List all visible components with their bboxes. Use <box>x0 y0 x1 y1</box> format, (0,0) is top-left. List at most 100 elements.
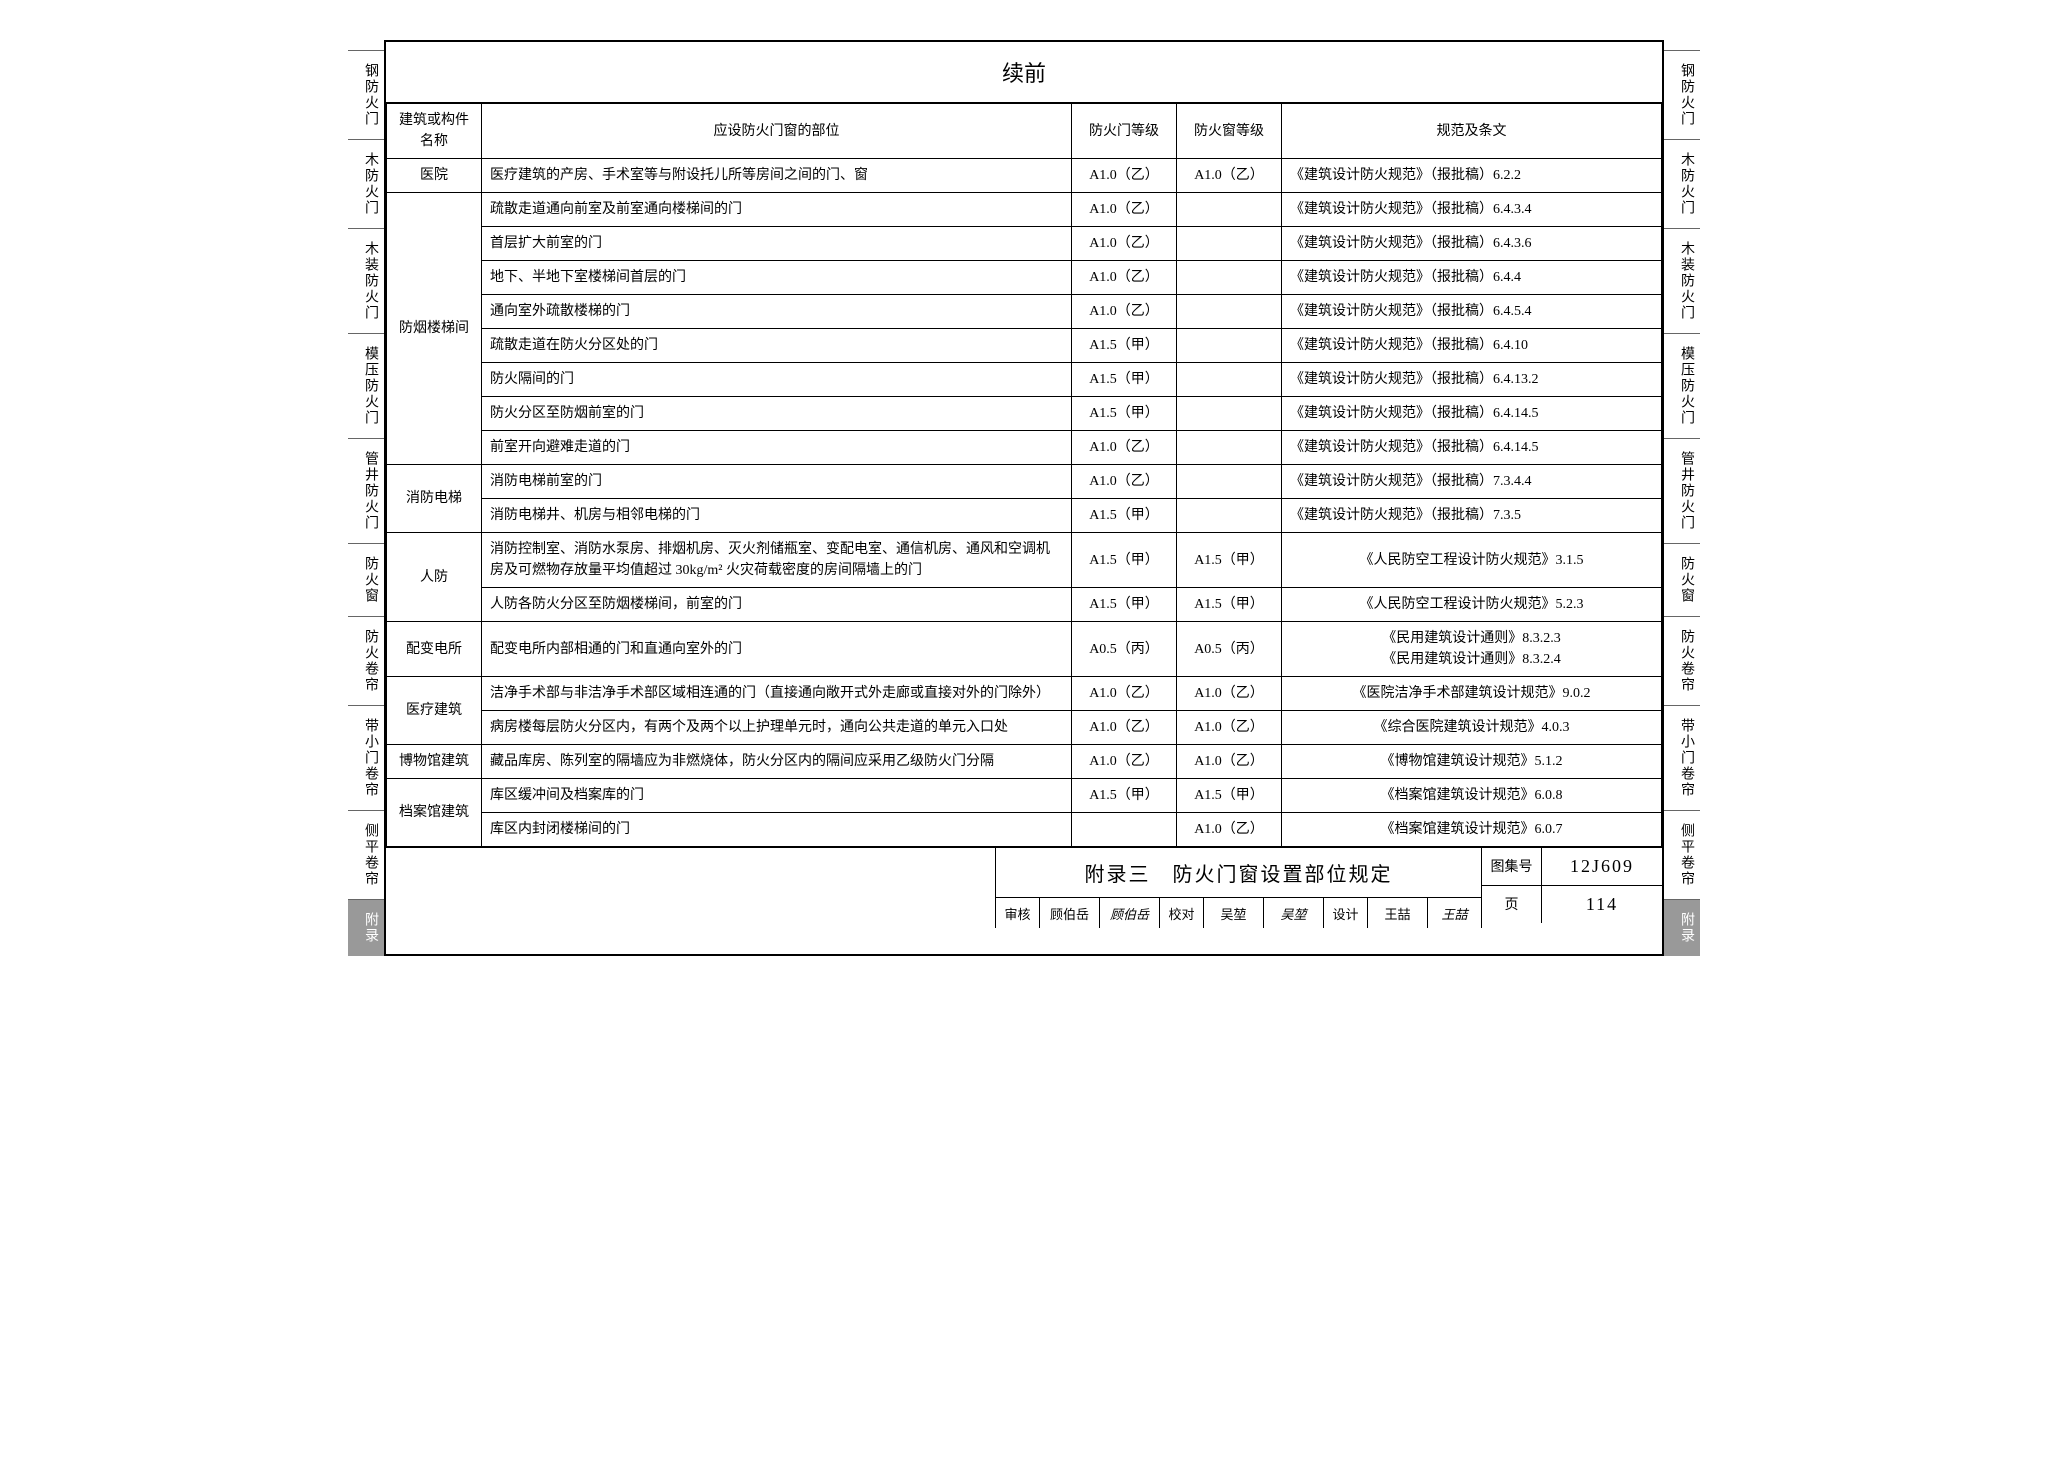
location-cell: 病房楼每层防火分区内，有两个及两个以上护理单元时，通向公共走道的单元入口处 <box>482 711 1072 745</box>
location-cell: 疏散走道通向前室及前室通向楼梯间的门 <box>482 193 1072 227</box>
location-cell: 疏散走道在防火分区处的门 <box>482 329 1072 363</box>
window-grade-cell: A1.0（乙） <box>1177 159 1282 193</box>
page-label: 页 <box>1482 886 1542 923</box>
door-grade-cell: A1.0（乙） <box>1072 159 1177 193</box>
side-tab-6[interactable]: 防火卷帘 <box>348 616 384 705</box>
reference-cell: 《综合医院建筑设计规范》4.0.3 <box>1282 711 1662 745</box>
header-col3: 防火门等级 <box>1072 104 1177 159</box>
door-grade-cell: A1.5（甲） <box>1072 397 1177 431</box>
sig-校对: 吴堃 <box>1264 898 1324 928</box>
category-cell: 配变电所 <box>387 622 482 677</box>
window-grade-cell: A1.5（甲） <box>1177 779 1282 813</box>
table-row: 医院医疗建筑的产房、手术室等与附设托儿所等房间之间的门、窗A1.0（乙）A1.0… <box>387 159 1662 193</box>
door-grade-cell: A1.0（乙） <box>1072 227 1177 261</box>
window-grade-cell: A1.0（乙） <box>1177 745 1282 779</box>
side-tab-2[interactable]: 木装防火门 <box>1664 228 1700 333</box>
door-grade-cell: A0.5（丙） <box>1072 622 1177 677</box>
table-row: 地下、半地下室楼梯间首层的门A1.0（乙）《建筑设计防火规范》（报批稿）6.4.… <box>387 261 1662 295</box>
side-tab-7[interactable]: 带小门卷帘 <box>348 705 384 810</box>
door-grade-cell: A1.5（甲） <box>1072 588 1177 622</box>
side-tab-3[interactable]: 模压防火门 <box>348 333 384 438</box>
table-row: 人防各防火分区至防烟楼梯间，前室的门A1.5（甲）A1.5（甲）《人民防空工程设… <box>387 588 1662 622</box>
door-grade-cell: A1.0（乙） <box>1072 465 1177 499</box>
location-cell: 医疗建筑的产房、手术室等与附设托儿所等房间之间的门、窗 <box>482 159 1072 193</box>
reference-cell: 《建筑设计防火规范》（报批稿）6.4.14.5 <box>1282 397 1662 431</box>
main-frame: 续前 建筑或构件名称 应设防火门窗的部位 防火门等级 防火窗等级 规范及条文 医… <box>384 40 1664 956</box>
reference-cell: 《建筑设计防火规范》（报批稿）6.4.3.6 <box>1282 227 1662 261</box>
side-tab-7[interactable]: 带小门卷帘 <box>1664 705 1700 810</box>
header-col1: 建筑或构件名称 <box>387 104 482 159</box>
reference-cell: 《博物馆建筑设计规范》5.1.2 <box>1282 745 1662 779</box>
side-tab-8[interactable]: 侧平卷帘 <box>348 810 384 899</box>
table-row: 防烟楼梯间疏散走道通向前室及前室通向楼梯间的门A1.0（乙）《建筑设计防火规范》… <box>387 193 1662 227</box>
side-tab-4[interactable]: 管井防火门 <box>1664 438 1700 543</box>
reference-cell: 《建筑设计防火规范》（报批稿）6.4.14.5 <box>1282 431 1662 465</box>
table-row: 配变电所配变电所内部相通的门和直通向室外的门A0.5（丙）A0.5（丙）《民用建… <box>387 622 1662 677</box>
side-tab-0[interactable]: 钢防火门 <box>348 50 384 139</box>
side-tab-6[interactable]: 防火卷帘 <box>1664 616 1700 705</box>
reference-cell: 《建筑设计防火规范》（报批稿）6.4.10 <box>1282 329 1662 363</box>
reference-cell: 《档案馆建筑设计规范》6.0.7 <box>1282 813 1662 847</box>
side-tab-8[interactable]: 侧平卷帘 <box>1664 810 1700 899</box>
location-cell: 防火分区至防烟前室的门 <box>482 397 1072 431</box>
table-row: 医疗建筑洁净手术部与非洁净手术部区域相连通的门（直接通向敞开式外走廊或直接对外的… <box>387 677 1662 711</box>
table-row: 库区内封闭楼梯间的门A1.0（乙）《档案馆建筑设计规范》6.0.7 <box>387 813 1662 847</box>
side-tab-9[interactable]: 附录 <box>348 899 384 956</box>
side-tab-5[interactable]: 防火窗 <box>1664 543 1700 616</box>
window-grade-cell: A1.5（甲） <box>1177 533 1282 588</box>
side-tab-0[interactable]: 钢防火门 <box>1664 50 1700 139</box>
door-grade-cell <box>1072 813 1177 847</box>
side-tab-3[interactable]: 模压防火门 <box>1664 333 1700 438</box>
code-value: 12J609 <box>1542 848 1662 885</box>
window-grade-cell <box>1177 295 1282 329</box>
footer-left-blank <box>386 848 996 928</box>
page-title: 续前 <box>386 42 1662 103</box>
category-cell: 医疗建筑 <box>387 677 482 745</box>
window-grade-cell <box>1177 431 1282 465</box>
location-cell: 前室开向避难走道的门 <box>482 431 1072 465</box>
location-cell: 地下、半地下室楼梯间首层的门 <box>482 261 1072 295</box>
table-row: 通向室外疏散楼梯的门A1.0（乙）《建筑设计防火规范》（报批稿）6.4.5.4 <box>387 295 1662 329</box>
reference-cell: 《建筑设计防火规范》（报批稿）6.4.5.4 <box>1282 295 1662 329</box>
table-row: 首层扩大前室的门A1.0（乙）《建筑设计防火规范》（报批稿）6.4.3.6 <box>387 227 1662 261</box>
door-grade-cell: A1.0（乙） <box>1072 431 1177 465</box>
category-cell: 档案馆建筑 <box>387 779 482 847</box>
reference-cell: 《建筑设计防火规范》（报批稿）6.4.3.4 <box>1282 193 1662 227</box>
right-side-tabs: 钢防火门木防火门木装防火门模压防火门管井防火门防火窗防火卷帘带小门卷帘侧平卷帘附… <box>1664 50 1700 956</box>
door-grade-cell: A1.5（甲） <box>1072 533 1177 588</box>
reference-cell: 《建筑设计防火规范》（报批稿）6.4.13.2 <box>1282 363 1662 397</box>
side-tab-1[interactable]: 木防火门 <box>1664 139 1700 228</box>
table-row: 档案馆建筑库区缓冲间及档案库的门A1.5（甲）A1.5（甲）《档案馆建筑设计规范… <box>387 779 1662 813</box>
side-tab-1[interactable]: 木防火门 <box>348 139 384 228</box>
door-grade-cell: A1.0（乙） <box>1072 745 1177 779</box>
page-wrap: 钢防火门木防火门木装防火门模压防火门管井防火门防火窗防火卷帘带小门卷帘侧平卷帘附… <box>348 40 1700 956</box>
reference-cell: 《民用建筑设计通则》8.3.2.3《民用建筑设计通则》8.3.2.4 <box>1282 622 1662 677</box>
location-cell: 消防控制室、消防水泵房、排烟机房、灭火剂储瓶室、变配电室、通信机房、通风和空调机… <box>482 533 1072 588</box>
door-grade-cell: A1.0（乙） <box>1072 193 1177 227</box>
door-grade-cell: A1.0（乙） <box>1072 711 1177 745</box>
main-table: 建筑或构件名称 应设防火门窗的部位 防火门等级 防火窗等级 规范及条文 医院医疗… <box>386 103 1662 847</box>
table-header-row: 建筑或构件名称 应设防火门窗的部位 防火门等级 防火窗等级 规范及条文 <box>387 104 1662 159</box>
sig-设计: 王喆 <box>1428 898 1481 928</box>
reference-cell: 《建筑设计防火规范》（报批稿）7.3.5 <box>1282 499 1662 533</box>
side-tab-5[interactable]: 防火窗 <box>348 543 384 616</box>
location-cell: 消防电梯前室的门 <box>482 465 1072 499</box>
table-row: 消防电梯消防电梯前室的门A1.0（乙）《建筑设计防火规范》（报批稿）7.3.4.… <box>387 465 1662 499</box>
side-tab-9[interactable]: 附录 <box>1664 899 1700 956</box>
location-cell: 洁净手术部与非洁净手术部区域相连通的门（直接通向敞开式外走廊或直接对外的门除外） <box>482 677 1072 711</box>
category-cell: 博物馆建筑 <box>387 745 482 779</box>
side-tab-4[interactable]: 管井防火门 <box>348 438 384 543</box>
side-tab-2[interactable]: 木装防火门 <box>348 228 384 333</box>
window-grade-cell <box>1177 499 1282 533</box>
window-grade-cell <box>1177 193 1282 227</box>
window-grade-cell <box>1177 227 1282 261</box>
location-cell: 配变电所内部相通的门和直通向室外的门 <box>482 622 1072 677</box>
sig-审核: 顾伯岳 <box>1100 898 1160 928</box>
location-cell: 人防各防火分区至防烟楼梯间，前室的门 <box>482 588 1072 622</box>
door-grade-cell: A1.0（乙） <box>1072 295 1177 329</box>
label-审核: 审核 <box>996 898 1040 928</box>
code-label: 图集号 <box>1482 848 1542 885</box>
table-row: 疏散走道在防火分区处的门A1.5（甲）《建筑设计防火规范》（报批稿）6.4.10 <box>387 329 1662 363</box>
window-grade-cell: A1.0（乙） <box>1177 813 1282 847</box>
table-row: 消防电梯井、机房与相邻电梯的门A1.5（甲）《建筑设计防火规范》（报批稿）7.3… <box>387 499 1662 533</box>
